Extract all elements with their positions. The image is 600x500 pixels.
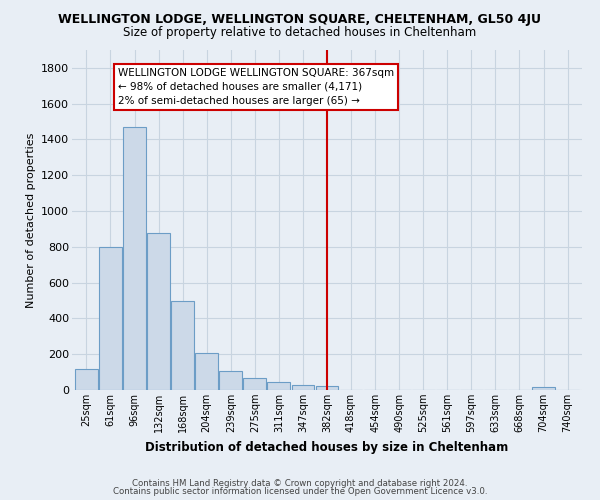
Bar bbox=[268, 382, 290, 390]
X-axis label: Distribution of detached houses by size in Cheltenham: Distribution of detached houses by size … bbox=[145, 440, 509, 454]
Text: WELLINGTON LODGE WELLINGTON SQUARE: 367sqm
← 98% of detached houses are smaller : WELLINGTON LODGE WELLINGTON SQUARE: 367s… bbox=[118, 68, 394, 106]
Bar bbox=[75, 368, 98, 390]
Bar bbox=[244, 378, 266, 390]
Bar bbox=[532, 388, 555, 390]
Text: Size of property relative to detached houses in Cheltenham: Size of property relative to detached ho… bbox=[124, 26, 476, 39]
Bar bbox=[123, 127, 146, 390]
Bar bbox=[316, 386, 338, 390]
Bar bbox=[171, 300, 194, 390]
Bar bbox=[220, 371, 242, 390]
Bar bbox=[292, 384, 314, 390]
Text: Contains HM Land Registry data © Crown copyright and database right 2024.: Contains HM Land Registry data © Crown c… bbox=[132, 478, 468, 488]
Bar bbox=[99, 247, 122, 390]
Y-axis label: Number of detached properties: Number of detached properties bbox=[26, 132, 35, 308]
Bar bbox=[147, 232, 170, 390]
Bar bbox=[195, 354, 218, 390]
Text: WELLINGTON LODGE, WELLINGTON SQUARE, CHELTENHAM, GL50 4JU: WELLINGTON LODGE, WELLINGTON SQUARE, CHE… bbox=[59, 12, 542, 26]
Text: Contains public sector information licensed under the Open Government Licence v3: Contains public sector information licen… bbox=[113, 487, 487, 496]
